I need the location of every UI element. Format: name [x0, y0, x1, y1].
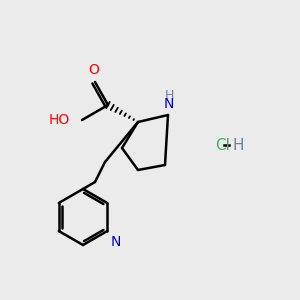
Text: H: H	[164, 89, 174, 102]
Text: HO: HO	[49, 113, 70, 127]
Text: O: O	[88, 63, 99, 77]
Text: Cl: Cl	[215, 137, 230, 152]
Text: N: N	[110, 235, 121, 249]
Text: N: N	[164, 97, 174, 111]
Text: H: H	[232, 137, 244, 152]
